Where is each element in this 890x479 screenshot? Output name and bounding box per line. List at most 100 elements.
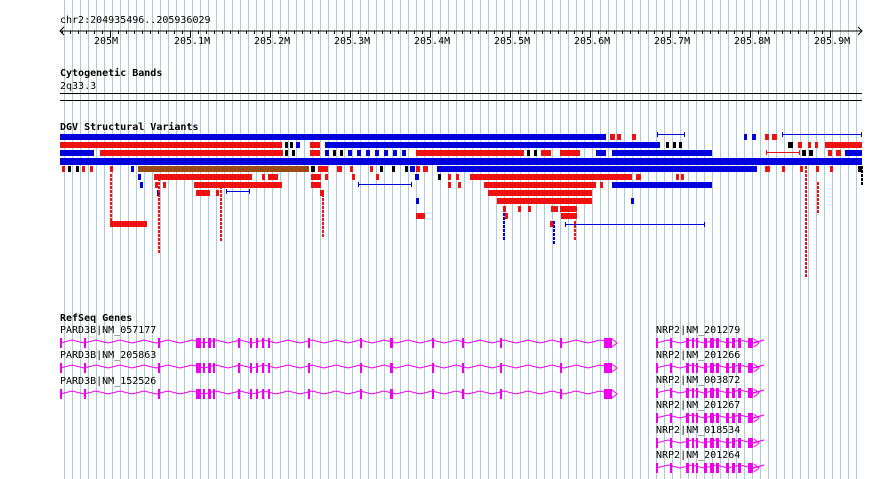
variant-span-end[interactable] <box>358 182 359 187</box>
structural-variant[interactable] <box>60 158 862 165</box>
structural-variant[interactable] <box>157 190 160 196</box>
variant-dashed[interactable] <box>817 198 819 201</box>
variant-dashed[interactable] <box>322 230 324 233</box>
structural-variant[interactable] <box>772 134 777 140</box>
structural-variant[interactable] <box>110 166 113 172</box>
variant-dashed[interactable] <box>805 270 807 273</box>
structural-variant[interactable] <box>370 166 373 172</box>
variant-dashed[interactable] <box>805 186 807 189</box>
variant-dashed[interactable] <box>322 226 324 229</box>
variant-dashed[interactable] <box>503 217 505 220</box>
structural-variant[interactable] <box>384 150 388 156</box>
variant-dashed[interactable] <box>322 210 324 213</box>
variant-dashed[interactable] <box>110 206 112 209</box>
gene-label-nrp2-6[interactable]: NRP2|NM_201264 <box>656 450 741 461</box>
structural-variant[interactable] <box>600 182 603 188</box>
structural-variant[interactable] <box>845 150 862 156</box>
structural-variant[interactable] <box>744 134 747 140</box>
gene-label-nrp2-2[interactable]: NRP2|NM_201266 <box>656 350 741 361</box>
variant-dashed[interactable] <box>805 206 807 209</box>
gene-model-nrp2-6[interactable] <box>656 462 766 474</box>
variant-dashed[interactable] <box>322 218 324 221</box>
structural-variant[interactable] <box>140 182 143 188</box>
variant-dashed[interactable] <box>220 198 222 201</box>
variant-dashed[interactable] <box>110 178 112 181</box>
variant-dashed[interactable] <box>158 250 160 253</box>
structural-variant[interactable] <box>416 213 425 219</box>
structural-variant[interactable] <box>110 221 147 227</box>
variant-dashed[interactable] <box>805 250 807 253</box>
structural-variant[interactable] <box>415 174 419 180</box>
variant-dashed[interactable] <box>158 234 160 237</box>
structural-variant[interactable] <box>631 198 634 204</box>
variant-dashed[interactable] <box>158 218 160 221</box>
structural-variant[interactable] <box>90 166 93 172</box>
structural-variant[interactable] <box>830 166 833 172</box>
structural-variant[interactable] <box>138 166 309 172</box>
structural-variant[interactable] <box>350 166 353 172</box>
structural-variant[interactable] <box>311 182 321 188</box>
variant-dashed[interactable] <box>220 214 222 217</box>
structural-variant[interactable] <box>488 190 592 196</box>
variant-dashed[interactable] <box>158 190 160 193</box>
variant-dashed[interactable] <box>805 238 807 241</box>
variant-dashed[interactable] <box>158 246 160 249</box>
structural-variant[interactable] <box>325 150 329 156</box>
structural-variant[interactable] <box>154 174 252 180</box>
gene-model-nrp2-3[interactable] <box>656 387 766 399</box>
variant-dashed[interactable] <box>503 237 505 240</box>
structural-variant[interactable] <box>527 150 530 156</box>
structural-variant[interactable] <box>610 134 615 140</box>
structural-variant[interactable] <box>290 142 293 148</box>
variant-dashed[interactable] <box>574 225 576 228</box>
structural-variant[interactable] <box>541 150 551 156</box>
variant-dashed[interactable] <box>220 206 222 209</box>
variant-dashed[interactable] <box>817 186 819 189</box>
variant-dashed[interactable] <box>322 234 324 237</box>
variant-dashed[interactable] <box>805 254 807 257</box>
variant-dashed[interactable] <box>817 182 819 185</box>
variant-dashed[interactable] <box>158 202 160 205</box>
structural-variant[interactable] <box>423 166 428 172</box>
variant-dashed[interactable] <box>110 214 112 217</box>
gene-model-pard3b-2[interactable] <box>60 362 620 374</box>
structural-variant[interactable] <box>352 174 355 180</box>
structural-variant[interactable] <box>596 150 606 156</box>
gene-label-nrp2-4[interactable]: NRP2|NM_201267 <box>656 400 741 411</box>
structural-variant[interactable] <box>410 166 415 172</box>
structural-variant[interactable] <box>632 134 636 140</box>
variant-dashed[interactable] <box>322 190 324 193</box>
structural-variant[interactable] <box>333 150 336 156</box>
variant-dashed[interactable] <box>553 229 555 232</box>
structural-variant[interactable] <box>503 206 506 212</box>
structural-variant[interactable] <box>76 166 79 172</box>
variant-span-end[interactable] <box>766 150 767 155</box>
structural-variant[interactable] <box>782 166 785 172</box>
variant-dashed[interactable] <box>322 214 324 217</box>
variant-dashed[interactable] <box>220 230 222 233</box>
structural-variant[interactable] <box>551 206 558 212</box>
variant-dashed[interactable] <box>861 178 863 181</box>
variant-dashed[interactable] <box>805 262 807 265</box>
variant-dashed[interactable] <box>553 237 555 240</box>
structural-variant[interactable] <box>497 198 592 204</box>
structural-variant[interactable] <box>268 174 278 180</box>
structural-variant[interactable] <box>673 142 676 148</box>
structural-variant[interactable] <box>798 142 802 148</box>
structural-variant[interactable] <box>458 182 461 188</box>
variant-dashed[interactable] <box>220 202 222 205</box>
variant-dashed[interactable] <box>574 229 576 232</box>
variant-dashed[interactable] <box>805 202 807 205</box>
variant-dashed[interactable] <box>503 225 505 228</box>
variant-dashed[interactable] <box>158 230 160 233</box>
variant-dashed[interactable] <box>322 222 324 225</box>
variant-span-end[interactable] <box>782 132 783 137</box>
structural-variant[interactable] <box>448 182 451 188</box>
variant-dashed[interactable] <box>805 190 807 193</box>
variant-dashed[interactable] <box>158 198 160 201</box>
variant-span-end[interactable] <box>861 132 862 137</box>
variant-dashed[interactable] <box>220 194 222 197</box>
variant-dashed[interactable] <box>574 221 576 224</box>
structural-variant[interactable] <box>216 190 219 196</box>
structural-variant[interactable] <box>825 142 862 148</box>
